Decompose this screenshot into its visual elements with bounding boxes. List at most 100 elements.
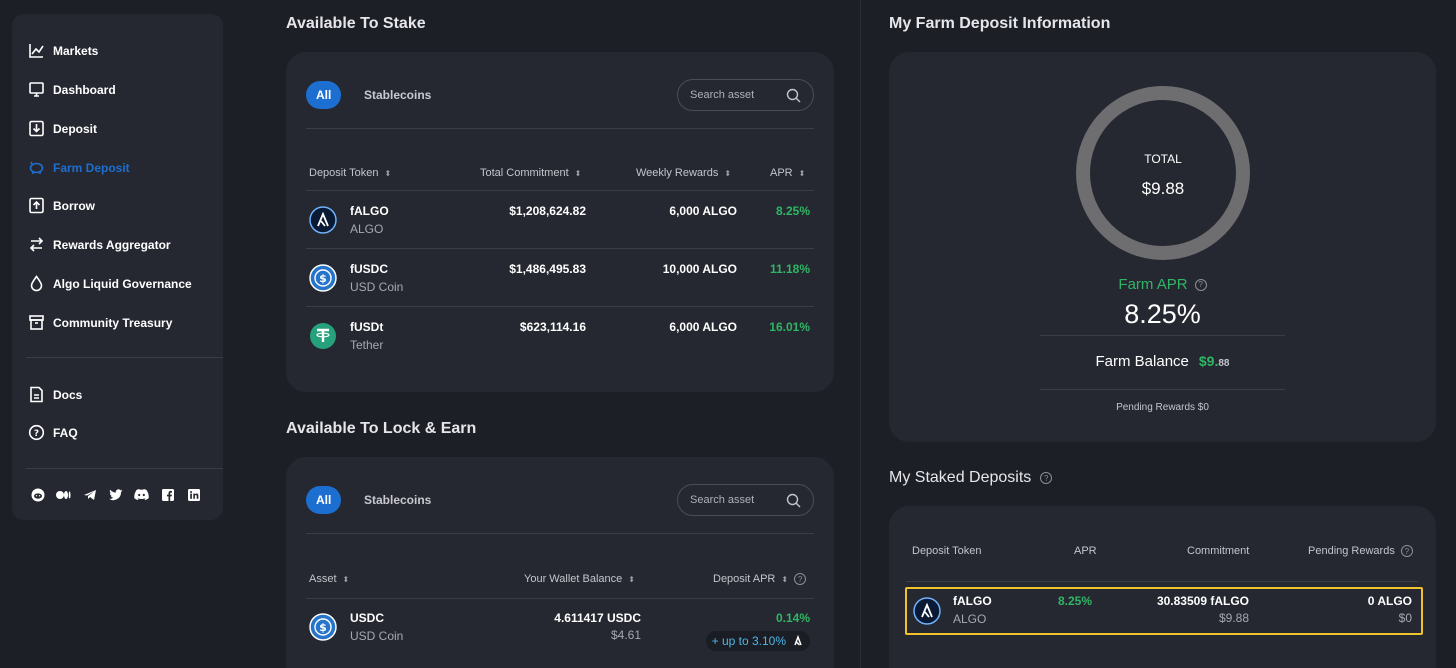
sidebar-item-community-treasury[interactable]: Community Treasury bbox=[28, 314, 172, 331]
monitor-icon bbox=[29, 82, 44, 97]
sidebar-item-markets[interactable]: Markets bbox=[28, 42, 98, 59]
sort-icon: ⬍ bbox=[342, 574, 350, 584]
divider bbox=[906, 581, 1418, 582]
staked-title-label: My Staked Deposits bbox=[889, 469, 1032, 486]
token-symbol: fUSDt bbox=[350, 320, 384, 334]
sidebar-item-faq[interactable]: ? FAQ bbox=[28, 424, 78, 441]
column-header-apr: APR bbox=[1074, 545, 1097, 557]
sidebar-item-borrow[interactable]: Borrow bbox=[28, 197, 95, 214]
column-header-total-commitment[interactable]: Total Commitment ⬍ bbox=[480, 167, 582, 179]
search-icon bbox=[786, 88, 801, 102]
column-header-deposit-token[interactable]: Deposit Token ⬍ bbox=[309, 167, 392, 179]
search-placeholder: Search asset bbox=[690, 89, 755, 101]
sidebar-item-label: Deposit bbox=[53, 121, 98, 136]
search-input[interactable]: Search asset bbox=[677, 484, 814, 516]
token-symbol: fUSDC bbox=[350, 262, 388, 276]
social-links bbox=[30, 487, 201, 502]
token-symbol: fALGO bbox=[350, 204, 389, 218]
sort-icon: ⬍ bbox=[781, 574, 789, 584]
usdc-token-icon: $ bbox=[309, 613, 337, 641]
algo-token-icon bbox=[913, 597, 941, 625]
divider bbox=[306, 190, 814, 191]
divider bbox=[306, 128, 814, 129]
token-name: ALGO bbox=[350, 222, 384, 236]
tab-all[interactable]: All bbox=[306, 81, 342, 109]
sidebar-item-label: Farm Deposit bbox=[53, 160, 130, 175]
twitter-icon[interactable] bbox=[108, 487, 123, 502]
staked-row-highlight bbox=[905, 587, 1423, 635]
weekly-rewards: 10,000 ALGO bbox=[662, 262, 737, 276]
total-commitment: $623,114.16 bbox=[519, 320, 586, 334]
column-header-wallet-balance[interactable]: Your Wallet Balance ⬍ bbox=[524, 573, 635, 585]
column-header-apr[interactable]: APR ⬍ bbox=[770, 167, 806, 179]
facebook-icon[interactable] bbox=[160, 487, 175, 502]
tab-stablecoins[interactable]: Stablecoins bbox=[364, 88, 432, 102]
column-header-deposit-apr[interactable]: Deposit APR ⬍? bbox=[713, 573, 807, 585]
farm-balance-label: Farm Balance bbox=[1095, 353, 1189, 370]
column-header-asset[interactable]: Asset ⬍ bbox=[309, 573, 350, 585]
divider bbox=[1040, 335, 1285, 336]
divider bbox=[306, 598, 814, 599]
usdc-token-icon: $ bbox=[309, 264, 337, 292]
search-input[interactable]: Search asset bbox=[677, 79, 814, 111]
sort-icon: ⬍ bbox=[574, 168, 582, 178]
document-icon bbox=[30, 386, 43, 403]
info-icon[interactable]: ? bbox=[1194, 278, 1207, 291]
search-placeholder: Search asset bbox=[690, 494, 755, 506]
sidebar: Markets Dashboard Deposit Farm Deposit B… bbox=[12, 14, 223, 520]
sidebar-divider bbox=[26, 357, 223, 358]
tether-token-icon bbox=[310, 323, 336, 349]
sort-icon: ⬍ bbox=[724, 168, 732, 178]
sidebar-item-farm-deposit[interactable]: Farm Deposit bbox=[28, 159, 130, 176]
divider bbox=[306, 533, 814, 534]
stake-section-title: Available To Stake bbox=[286, 15, 426, 32]
stake-card: All Stablecoins Search asset Deposit Tok… bbox=[286, 52, 834, 392]
info-icon[interactable]: ? bbox=[1040, 472, 1053, 484]
borrow-icon bbox=[29, 197, 44, 214]
total-commitment: $1,486,495.83 bbox=[509, 262, 586, 276]
wallet-balance-usd: $4.61 bbox=[610, 628, 641, 642]
pending-rewards-usd: $0 bbox=[1398, 611, 1412, 625]
farm-apr-label: Farm APR bbox=[1118, 276, 1188, 293]
column-header-commitment: Commitment bbox=[1187, 545, 1250, 557]
total-commitment: $1,208,624.82 bbox=[509, 204, 586, 218]
swap-arrows-icon bbox=[29, 237, 44, 252]
info-icon[interactable]: ? bbox=[1400, 545, 1413, 557]
sidebar-item-dashboard[interactable]: Dashboard bbox=[28, 81, 116, 98]
token-symbol: USDC bbox=[350, 611, 385, 625]
divider bbox=[306, 248, 814, 249]
tab-all[interactable]: All bbox=[306, 486, 342, 514]
sidebar-divider bbox=[26, 468, 223, 469]
search-icon bbox=[786, 493, 801, 507]
pending-rewards: Pending Rewards $0 bbox=[1116, 402, 1209, 413]
divider bbox=[1040, 389, 1285, 390]
apr-value: 8.25% bbox=[1058, 594, 1093, 608]
column-header-weekly-rewards[interactable]: Weekly Rewards ⬍ bbox=[636, 167, 732, 179]
tab-stablecoins[interactable]: Stablecoins bbox=[364, 493, 432, 507]
token-name: Tether bbox=[350, 338, 384, 352]
farm-apr-heading: Farm APR ? bbox=[889, 276, 1436, 293]
token-name: USD Coin bbox=[350, 629, 404, 643]
weekly-rewards: 6,000 ALGO bbox=[669, 204, 737, 218]
medium-icon[interactable] bbox=[56, 487, 71, 502]
boost-badge: + up to 3.10% bbox=[705, 631, 810, 651]
token-name: USD Coin bbox=[350, 280, 404, 294]
reddit-icon[interactable] bbox=[30, 487, 45, 502]
sidebar-item-label: Markets bbox=[53, 43, 99, 58]
pending-rewards-value: 0 ALGO bbox=[1367, 594, 1412, 608]
sidebar-item-rewards-aggregator[interactable]: Rewards Aggregator bbox=[28, 236, 171, 253]
sidebar-item-deposit[interactable]: Deposit bbox=[28, 120, 97, 137]
treasury-icon bbox=[29, 315, 44, 330]
svg-text:$: $ bbox=[319, 272, 327, 285]
discord-icon[interactable] bbox=[134, 487, 149, 502]
column-divider bbox=[860, 0, 861, 668]
linkedin-icon[interactable] bbox=[186, 487, 201, 502]
algo-token-icon bbox=[794, 635, 802, 646]
sidebar-item-docs[interactable]: Docs bbox=[28, 386, 82, 403]
farm-apr-value: 8.25% bbox=[1124, 299, 1201, 329]
sort-icon: ⬍ bbox=[384, 168, 392, 178]
telegram-icon[interactable] bbox=[82, 487, 97, 502]
sidebar-item-algo-liquid-governance[interactable]: Algo Liquid Governance bbox=[28, 275, 192, 292]
staked-title: My Staked Deposits ? bbox=[889, 469, 1053, 487]
lock-card: All Stablecoins Search asset Asset ⬍ Your… bbox=[286, 457, 834, 668]
